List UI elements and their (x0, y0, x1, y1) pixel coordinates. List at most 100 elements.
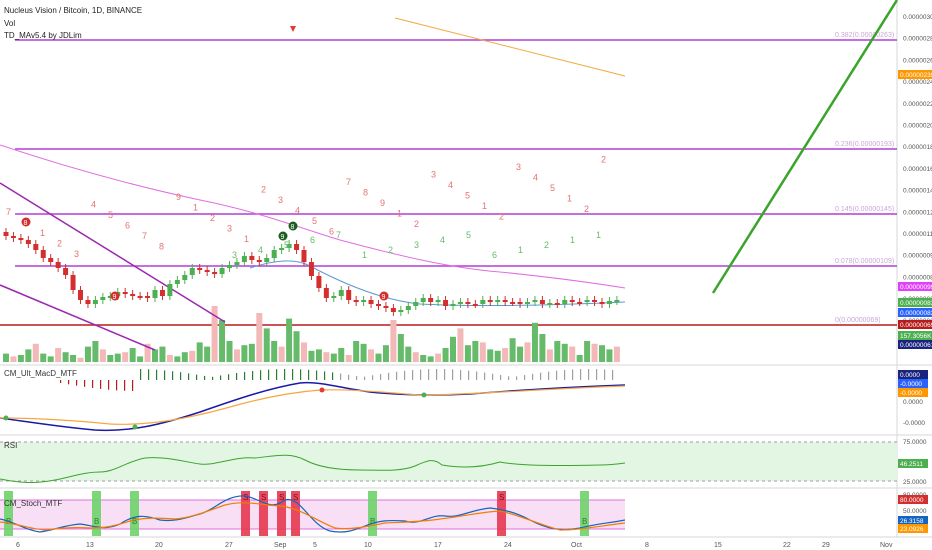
macd-hist-bar (372, 375, 374, 380)
macd-hist-bar (548, 371, 550, 380)
volume-bar (472, 341, 479, 362)
td-count-red: 3 (431, 170, 436, 180)
price-badge-text: 0.00000239 (900, 72, 932, 79)
price-axis[interactable]: 0.00000300 0.00000280 0.00000260 0.00000240… (898, 14, 932, 349)
stoch-signal-label: S (293, 493, 298, 502)
ma-blue-line (249, 260, 626, 306)
volume-bar (62, 352, 69, 362)
macd-hist-bar (348, 374, 350, 380)
candle-body (78, 290, 83, 300)
time-tick: 29 (822, 542, 830, 549)
macd-hist-bar (588, 369, 590, 380)
macd-hist-bar (492, 373, 494, 380)
macd-badge-text: -0.0000 (900, 390, 922, 397)
candle-body (271, 250, 277, 258)
td-count-red: 2 (584, 204, 589, 214)
stoch-badge-text: 23.0926 (900, 526, 924, 533)
td-count-green: 6 (310, 235, 315, 245)
macd-hist-bar (508, 376, 510, 380)
macd-hist-bar (316, 370, 318, 380)
volume-bar (17, 355, 24, 362)
macd-hist-bar (220, 375, 222, 380)
volume-bar (122, 352, 129, 362)
volume-bar (353, 341, 360, 362)
macd-panel-label[interactable]: CM_Ult_MacD_MTF (4, 369, 77, 378)
stoch-d-line (0, 502, 626, 531)
volume-bar (427, 356, 434, 362)
candle-body (294, 244, 300, 250)
chart-title[interactable]: Nucleus Vision / Bitcoin, 1D, BINANCE (4, 6, 143, 15)
td-count-green: 1 (362, 250, 367, 260)
td-count-red: 8 (363, 188, 368, 198)
volume-bar (606, 349, 613, 362)
td-circle (288, 221, 298, 231)
price-badge (898, 70, 932, 79)
volume-bar (599, 345, 605, 362)
price-badge-text: 0.00000082 (900, 310, 932, 317)
trend-line-purple-upper (0, 182, 226, 323)
volume-bar (219, 320, 226, 362)
stoch-sell-signal (291, 491, 300, 536)
rsi-tick: 75.0000 (903, 439, 927, 446)
volume-bar (405, 346, 412, 362)
volume-bar (546, 349, 553, 362)
td-count-red: 8 (159, 242, 164, 252)
volume-bar (166, 355, 173, 362)
rsi-tick: 25.0000 (903, 479, 927, 486)
macd-hist-bar (260, 370, 262, 380)
price-badge-text: 0.00000099 (900, 284, 932, 291)
ma-pink-line (0, 144, 626, 289)
volume-bar (3, 353, 9, 362)
time-tick: 15 (714, 542, 722, 549)
volume-bar (375, 353, 382, 362)
candle-body (63, 268, 69, 275)
macd-badge (898, 388, 928, 397)
macd-hist-bar (604, 369, 606, 380)
td-count-green: 5 (466, 230, 471, 240)
rsi-badge (898, 459, 928, 468)
macd-hist-bar (380, 374, 382, 380)
volume-bar (531, 322, 538, 362)
price-badge (898, 282, 932, 291)
macd-hist-bar (396, 371, 398, 380)
time-tick: 8 (645, 542, 649, 549)
time-axis[interactable]: 6 13 20 27 Sep 5 10 17 24 Oct 8 15 22 29 Nov (16, 542, 893, 549)
fib-label: 0.382(0.00000263) (835, 32, 894, 39)
stoch-badge (898, 516, 928, 525)
macd-hist-bar (60, 380, 62, 383)
time-tick: Nov (880, 542, 893, 549)
candle-body (55, 262, 61, 268)
volume-bar (323, 352, 330, 362)
macd-hist-bar (204, 375, 206, 380)
rsi-panel-label[interactable]: RSI (4, 441, 18, 450)
indicator-label[interactable]: TD_MAv5.4 by JDLim (4, 31, 82, 40)
td-count-red: 5 (108, 210, 113, 220)
stoch-panel-label[interactable]: CM_Stoch_MTF (4, 499, 63, 508)
rsi-panel: 75.0000 25.0000 46.2511 (0, 439, 928, 486)
macd-hist-bar (332, 372, 334, 380)
candle-body (487, 300, 493, 302)
candle-body (495, 300, 501, 302)
candle-body (376, 304, 381, 306)
candle-body (264, 258, 270, 262)
td-count-red: 1 (244, 234, 249, 244)
macd-hist-bar (236, 372, 238, 380)
candle-body (383, 306, 389, 308)
volume-bar (502, 348, 509, 362)
volume-bar (435, 353, 442, 362)
macd-hist-bar (556, 370, 558, 380)
macd-hist-bar (68, 380, 70, 385)
candle-body (420, 298, 426, 302)
candle-body (569, 300, 575, 302)
price-tick: 0.00000260 (903, 57, 932, 64)
candle-body (361, 300, 367, 302)
signal-line (0, 385, 626, 425)
td-count-red: 2 (414, 219, 419, 229)
volume-bar (524, 342, 531, 362)
candle-body (174, 280, 180, 284)
macd-hist-bar (308, 369, 310, 380)
macd-hist-bar (324, 371, 326, 380)
volume-bar (77, 357, 84, 362)
vol-label[interactable]: Vol (4, 19, 16, 28)
